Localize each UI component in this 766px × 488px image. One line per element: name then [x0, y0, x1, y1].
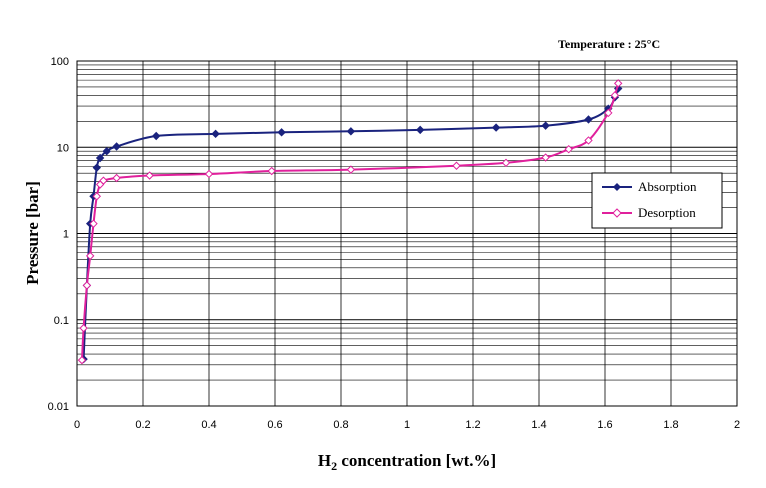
desorption-point: [77, 355, 87, 365]
legend-box: [591, 172, 723, 229]
x-tick-label: 1: [404, 419, 410, 431]
x-axis-title: H2 concentration [wt.%]: [318, 451, 496, 473]
absorption-point: [95, 153, 105, 163]
desorption-point: [85, 251, 95, 261]
x-tick-labels: 0 0.2 0.4 0.6 0.8 1 1.2 1.4 1.6 1.8 2: [74, 419, 740, 431]
legend-desorption-label: Desorption: [638, 205, 696, 220]
x-tick-label: 2: [734, 419, 740, 431]
x-tick-label: 0.8: [333, 419, 348, 431]
desorption-line: [81, 83, 620, 361]
x-tick-label: 0: [74, 419, 80, 431]
legend-absorption-label: Absorption: [638, 179, 697, 194]
desorption-point: [610, 91, 620, 100]
y-tick-label: 100: [51, 56, 69, 68]
absorption-point: [211, 129, 220, 139]
plot-frame: [76, 60, 738, 407]
y-tick-labels: 0.01 0.1 1 10 100: [48, 56, 69, 413]
desorption-point: [541, 153, 550, 162]
x-tick-label: 1.8: [663, 419, 678, 431]
desorption-point: [501, 158, 511, 168]
legend-absorption-marker: [613, 183, 621, 191]
absorption-point: [277, 128, 286, 137]
absorption-point: [491, 123, 501, 132]
desorption-point: [564, 144, 573, 154]
desorption-point: [346, 165, 356, 174]
absorption-point: [102, 146, 111, 156]
x-tick-label: 0.4: [201, 419, 216, 431]
x-tick-label: 1.2: [465, 419, 480, 431]
y-axis-title: Pressure [bar]: [23, 181, 42, 285]
desorption-point: [89, 219, 98, 228]
desorption-point: [267, 166, 276, 176]
desorption-point: [145, 171, 154, 180]
x-axis-title-rest: concentration [wt.%]: [337, 451, 496, 470]
absorption-point: [541, 121, 550, 130]
absorption-point: [112, 142, 121, 151]
desorption-point: [584, 136, 593, 145]
y-tick-label: 0.1: [54, 315, 69, 327]
desorption-point: [79, 323, 88, 333]
absorption-point: [584, 115, 593, 124]
desorption-point: [92, 192, 102, 201]
absorption-point: [151, 131, 161, 141]
y-tick-label: 1: [63, 229, 69, 241]
desorption-point: [604, 108, 613, 118]
x-tick-label: 1.6: [597, 419, 612, 431]
x-axis-title-h: H: [318, 451, 331, 470]
legend-desorption-marker: [612, 208, 622, 218]
temperature-annotation: Temperature : 25°C: [558, 37, 660, 51]
desorption-point: [452, 161, 461, 170]
legend: Absorption Desorption: [591, 172, 723, 229]
desorption-point: [82, 281, 92, 290]
x-tick-label: 1.4: [531, 419, 546, 431]
absorption-point: [346, 127, 356, 136]
absorption-point: [92, 163, 102, 172]
x-tick-label: 0.6: [267, 419, 282, 431]
desorption-point: [613, 79, 623, 88]
desorption-point: [204, 169, 214, 179]
desorption-point: [95, 180, 105, 189]
x-axis-title-subscript: 2: [331, 459, 337, 473]
absorption-point: [415, 125, 425, 135]
y-tick-label: 0.01: [48, 401, 69, 413]
x-tick-label: 0.2: [135, 419, 150, 431]
series-layer: [77, 79, 623, 365]
y-tick-label: 10: [57, 142, 69, 154]
desorption-point: [112, 173, 121, 183]
